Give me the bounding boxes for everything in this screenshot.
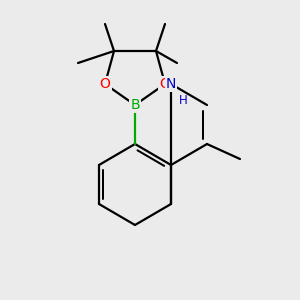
Text: O: O (160, 77, 170, 91)
Text: N: N (166, 77, 176, 91)
Text: O: O (100, 77, 110, 91)
Text: H: H (178, 94, 188, 107)
Text: B: B (130, 98, 140, 112)
